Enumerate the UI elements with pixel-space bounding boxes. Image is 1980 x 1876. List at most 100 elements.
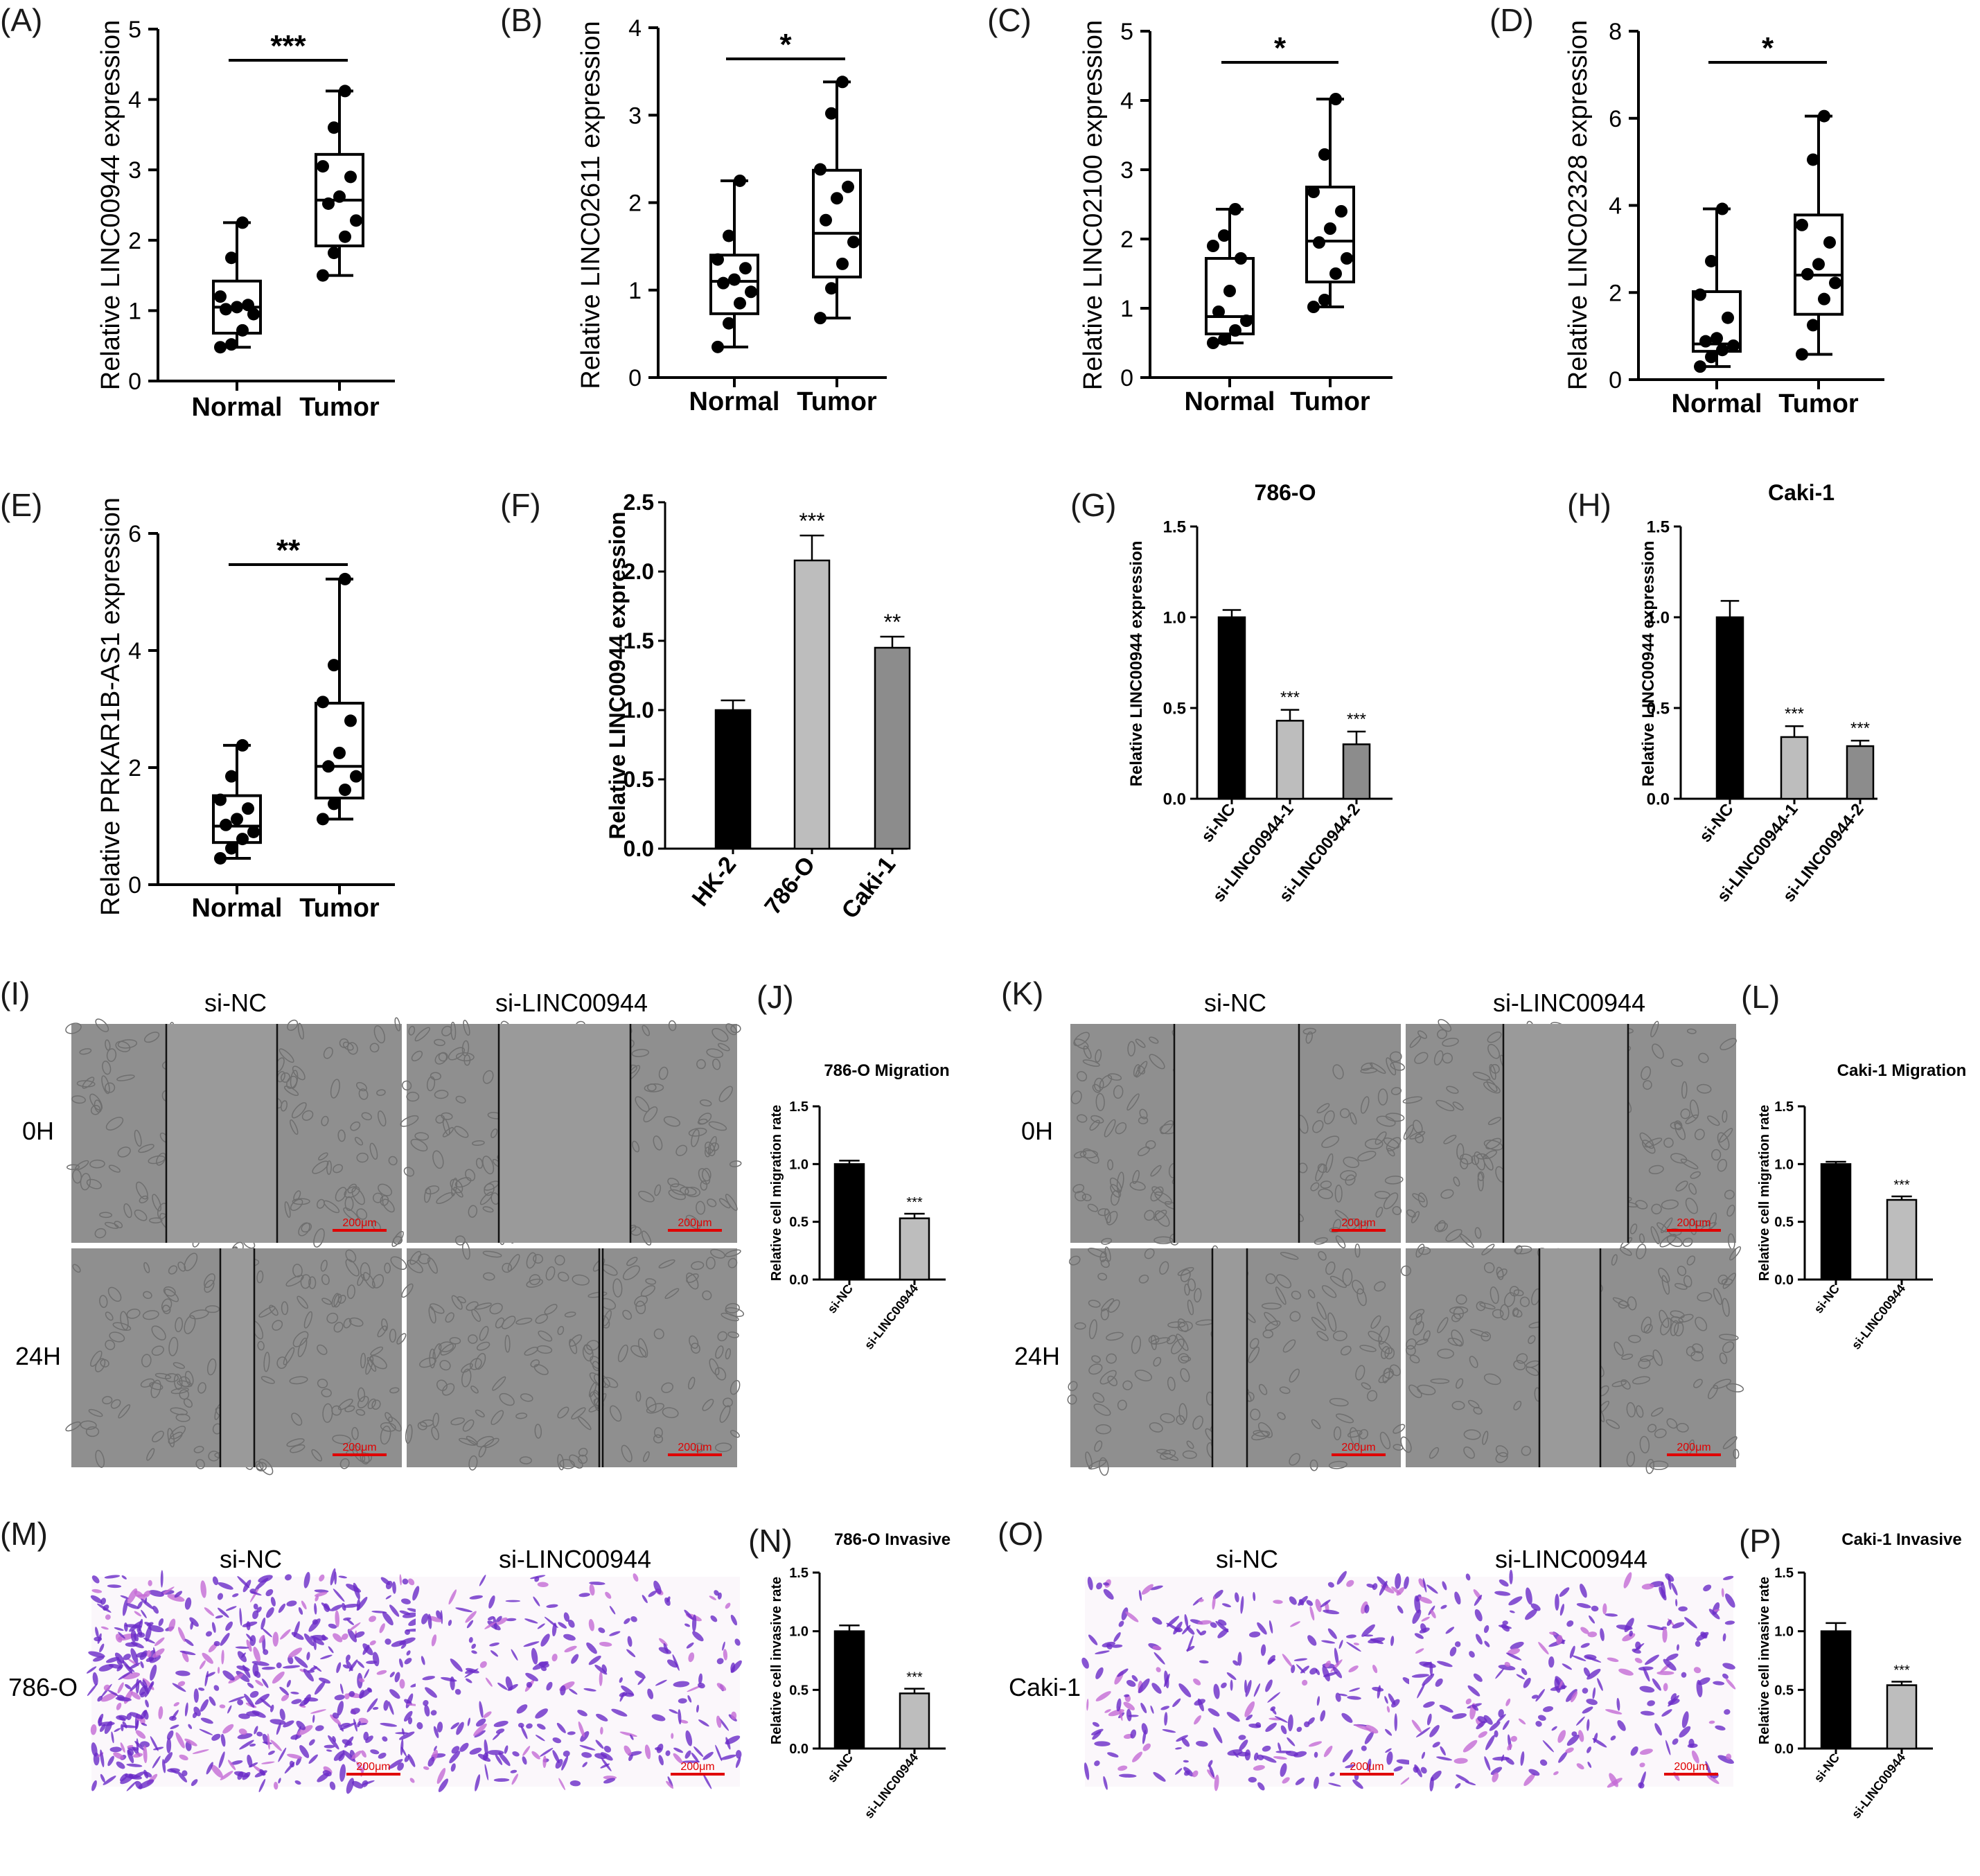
cell — [292, 1198, 310, 1205]
stained-cell — [129, 1712, 144, 1719]
stained-cell — [130, 1648, 139, 1664]
cell — [475, 1158, 484, 1169]
data-point — [322, 197, 335, 210]
y-tick-label: 0.0 — [1774, 1273, 1794, 1288]
cell — [1660, 1217, 1673, 1234]
stained-cell — [627, 1636, 633, 1647]
stained-cell — [136, 1632, 145, 1638]
y-tick-label: 0 — [1120, 365, 1133, 391]
cell — [1250, 1408, 1261, 1421]
cell — [1097, 1273, 1108, 1281]
stained-cell — [104, 1575, 121, 1579]
cell — [1129, 1180, 1146, 1191]
data-point — [847, 236, 860, 249]
cell — [1178, 1403, 1187, 1422]
cell — [1403, 1124, 1414, 1140]
cell — [371, 1399, 381, 1410]
cell — [1417, 1192, 1428, 1207]
cell — [286, 1075, 298, 1089]
stained-cell — [339, 1722, 357, 1731]
stained-cell — [1121, 1607, 1129, 1620]
stained-cell — [536, 1724, 546, 1730]
cell — [702, 1399, 714, 1411]
stained-cell — [1142, 1729, 1147, 1744]
stained-cell — [1414, 1633, 1424, 1639]
stained-cell — [240, 1652, 246, 1658]
cell — [206, 1358, 217, 1376]
stained-cell — [1260, 1644, 1266, 1656]
stained-cell — [364, 1669, 369, 1679]
stained-cell — [1436, 1756, 1453, 1761]
stained-cell — [1668, 1575, 1672, 1590]
stained-cell — [1354, 1724, 1372, 1731]
cell — [388, 1156, 398, 1166]
stained-cell — [215, 1615, 224, 1619]
y-tick-label: 1.5 — [1774, 1099, 1794, 1115]
cell — [646, 1397, 657, 1413]
cell — [335, 1187, 347, 1202]
stained-cell — [678, 1698, 687, 1704]
stained-cell — [1565, 1747, 1574, 1753]
cell — [647, 1083, 657, 1092]
cell — [478, 1444, 487, 1458]
chart-title: Caki-1 Invasive — [1841, 1530, 1961, 1549]
cell — [173, 1362, 185, 1369]
stained-cell — [1442, 1581, 1447, 1591]
stained-cell — [213, 1685, 220, 1691]
stained-cell — [1308, 1741, 1323, 1747]
stained-cell — [227, 1705, 232, 1714]
box — [1205, 257, 1255, 335]
stained-cell — [692, 1631, 704, 1642]
cell — [670, 1183, 689, 1196]
bar — [1780, 736, 1809, 800]
stained-cell — [1270, 1706, 1276, 1711]
stained-cell — [532, 1661, 549, 1670]
stained-cell — [1713, 1681, 1725, 1685]
stained-cell — [392, 1581, 396, 1594]
cell — [1323, 1110, 1335, 1124]
stained-cell — [131, 1691, 141, 1700]
cell — [1489, 1063, 1496, 1080]
stained-cell — [126, 1713, 132, 1720]
cell — [1674, 1283, 1688, 1290]
cell — [1680, 1108, 1690, 1120]
stained-cell — [205, 1631, 213, 1637]
stained-cell — [1643, 1667, 1650, 1682]
y-tick-label: 0.5 — [789, 1683, 808, 1698]
cell — [694, 1442, 705, 1453]
cell — [1686, 1255, 1696, 1266]
stained-cell — [1307, 1717, 1315, 1725]
stained-cell — [630, 1734, 634, 1740]
data-point — [717, 276, 730, 290]
cell — [1361, 1062, 1373, 1071]
stained-cell — [1542, 1740, 1555, 1753]
cell — [345, 1249, 357, 1263]
stained-cell — [88, 1651, 105, 1658]
stained-cell — [1451, 1713, 1467, 1719]
cell — [1442, 1037, 1459, 1047]
stained-cell — [179, 1754, 188, 1761]
stained-cell — [188, 1724, 193, 1729]
data-point — [1218, 333, 1230, 346]
stained-cell — [1361, 1624, 1375, 1637]
stained-cell — [193, 1706, 201, 1717]
cell — [1321, 1135, 1340, 1149]
stained-cell — [252, 1610, 259, 1620]
cell — [1088, 1300, 1101, 1308]
cell — [1651, 1203, 1662, 1214]
cell — [1698, 1052, 1709, 1063]
stained-cell — [1593, 1733, 1598, 1744]
cell — [1099, 1251, 1107, 1263]
stained-cell — [1273, 1600, 1283, 1604]
stained-cell — [332, 1713, 339, 1719]
column-label: si-NC — [1216, 1545, 1278, 1573]
stained-cell — [465, 1670, 473, 1674]
cell — [1389, 1051, 1402, 1062]
stained-cell — [1086, 1699, 1089, 1711]
cell — [698, 1168, 711, 1185]
stained-cell — [698, 1719, 709, 1727]
stained-cell — [1248, 1777, 1257, 1783]
chart-title: Caki-1 — [1768, 480, 1835, 505]
stained-cell — [1504, 1661, 1511, 1667]
stained-cell — [91, 1589, 103, 1593]
